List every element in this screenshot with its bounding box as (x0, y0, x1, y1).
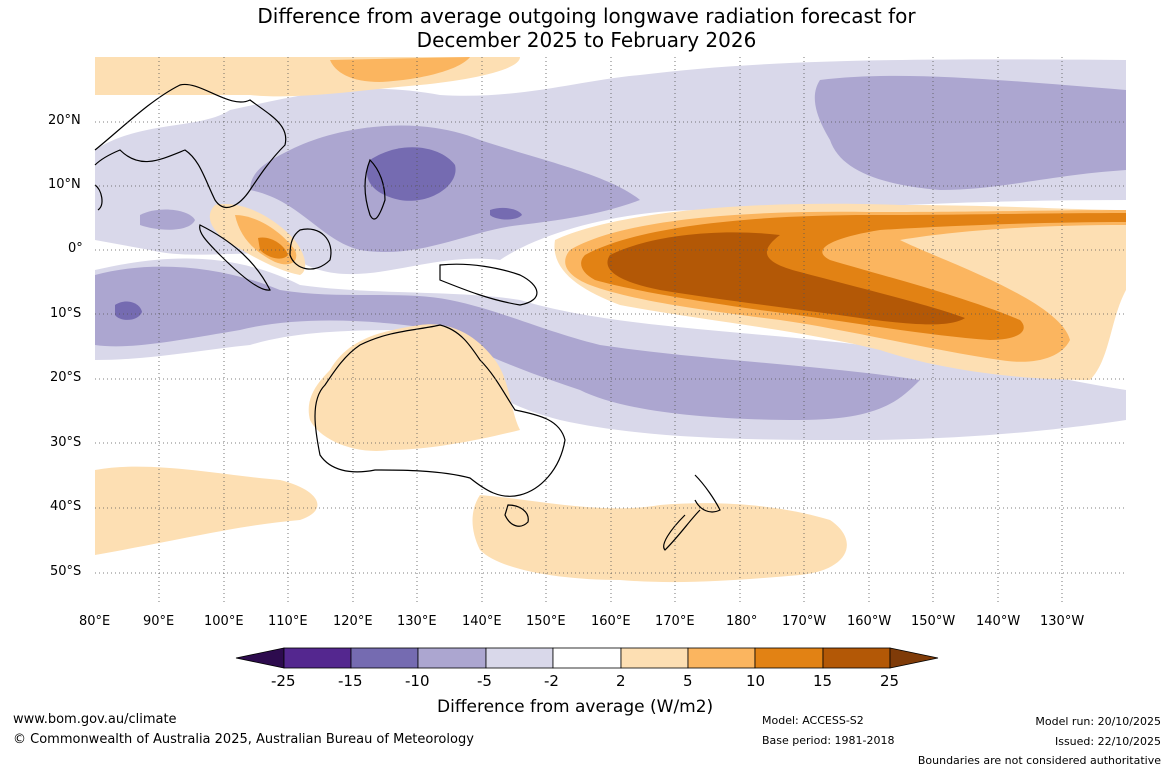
anomaly-dark-orange-indochina (258, 237, 288, 259)
anomaly-dark-purple-philippines (366, 147, 456, 201)
lat-label-20s: 20°S (50, 370, 82, 385)
colorbar-label: Difference from average (W/m2) (437, 697, 714, 717)
colorbar-box-9 (822, 647, 891, 669)
title-line-2: December 2025 to February 2026 (416, 28, 757, 52)
lon-label-90e: 90°E (143, 614, 175, 629)
colorbar-box-6 (620, 647, 689, 669)
lon-label-100e: 100°E (204, 614, 244, 629)
philippines-coastline (364, 158, 386, 220)
lon-label-140e: 140°E (462, 614, 502, 629)
lat-label-50s: 50°S (50, 564, 82, 579)
colorbar-tick-10: 10 (746, 672, 766, 690)
lon-label-160w: 160°W (847, 614, 892, 629)
anomaly-light-orange-tasman (472, 495, 847, 583)
colorbar-box-1 (283, 647, 352, 669)
lon-label-160e: 160°E (591, 614, 631, 629)
colorbar-tick-minus10: -10 (405, 672, 430, 690)
colorbar-tick-minus15: -15 (338, 672, 363, 690)
lon-label-150e: 150°E (526, 614, 566, 629)
lat-label-20n: 20°N (48, 113, 81, 128)
anomaly-medium-orange-north (330, 57, 470, 82)
borneo-coastline (289, 228, 332, 270)
lat-label-0: 0° (68, 241, 83, 256)
model-run-text: Model run: 20/10/2025 (1035, 715, 1161, 728)
lon-label-180: 180° (726, 614, 758, 629)
anomaly-dark-purple-small (490, 207, 522, 220)
colorbar-extend-high (889, 647, 939, 669)
colorbar-extend-low (235, 647, 285, 669)
lon-label-130w: 130°W (1040, 614, 1085, 629)
colorbar-tick-minus2: -2 (544, 672, 559, 690)
lon-label-150w: 150°W (911, 614, 956, 629)
colorbar-tick-minus5: -5 (477, 672, 492, 690)
anomaly-dark-purple-indian (115, 301, 142, 320)
australia-coastline (314, 324, 566, 497)
colorbar-box-7 (687, 647, 756, 669)
colorbar-tick-5: 5 (683, 672, 693, 690)
lat-label-30s: 30°S (50, 435, 82, 450)
disclaimer-text: Boundaries are not considered authoritat… (917, 754, 1161, 767)
anomaly-light-orange-australia (308, 324, 520, 451)
colorbar-tick-15: 15 (813, 672, 833, 690)
lon-label-130e: 130°E (397, 614, 437, 629)
colorbar-tick-minus25: -25 (271, 672, 296, 690)
anomaly-field (95, 57, 1126, 583)
anomaly-medium-purple-maritime (250, 125, 640, 253)
colorbar-box-8 (754, 647, 824, 669)
sumatra-coastline (199, 224, 271, 291)
map-title: Difference from average outgoing longwav… (0, 4, 1173, 52)
website-text: www.bom.gov.au/climate (13, 712, 177, 727)
lon-label-170e: 170°E (655, 614, 695, 629)
graticule (95, 57, 1126, 605)
lon-label-170w: 170°W (782, 614, 827, 629)
anomaly-darkest-orange-core (607, 232, 965, 325)
title-line-1: Difference from average outgoing longwav… (257, 4, 916, 28)
issued-text: Issued: 22/10/2025 (1054, 735, 1161, 748)
sri-lanka-coastline (94, 184, 103, 211)
tasmania-coastline (504, 504, 529, 527)
colorbar-box-5 (552, 647, 622, 669)
lon-label-140w: 140°W (976, 614, 1021, 629)
lat-label-10s: 10°S (50, 306, 82, 321)
model-text: Model: ACCESS-S2 (762, 714, 864, 727)
anomaly-medium-purple-indian (95, 266, 920, 420)
colorbar-box-4 (485, 647, 554, 669)
lat-label-40s: 40°S (50, 499, 82, 514)
base-period-text: Base period: 1981-2018 (762, 734, 895, 747)
colorbar (235, 647, 939, 669)
anomaly-medium-purple-north (814, 75, 1126, 190)
lon-label-120e: 120°E (333, 614, 373, 629)
new-guinea-coastline (439, 263, 538, 306)
coastlines (94, 83, 721, 551)
asia-mainland-coastline (94, 83, 287, 208)
colorbar-box-3 (417, 647, 487, 669)
colorbar-box-2 (350, 647, 419, 669)
lon-label-110e: 110°E (268, 614, 308, 629)
anomaly-small-purple-blob (140, 209, 195, 230)
anomaly-light-orange-southern (95, 466, 318, 555)
new-zealand-coastline (663, 474, 721, 551)
colorbar-tick-2: 2 (616, 672, 626, 690)
lat-label-10n: 10°N (48, 177, 81, 192)
copyright-text: © Commonwealth of Australia 2025, Austra… (13, 732, 474, 747)
colorbar-tick-25: 25 (880, 672, 900, 690)
lon-label-80e: 80°E (79, 614, 111, 629)
